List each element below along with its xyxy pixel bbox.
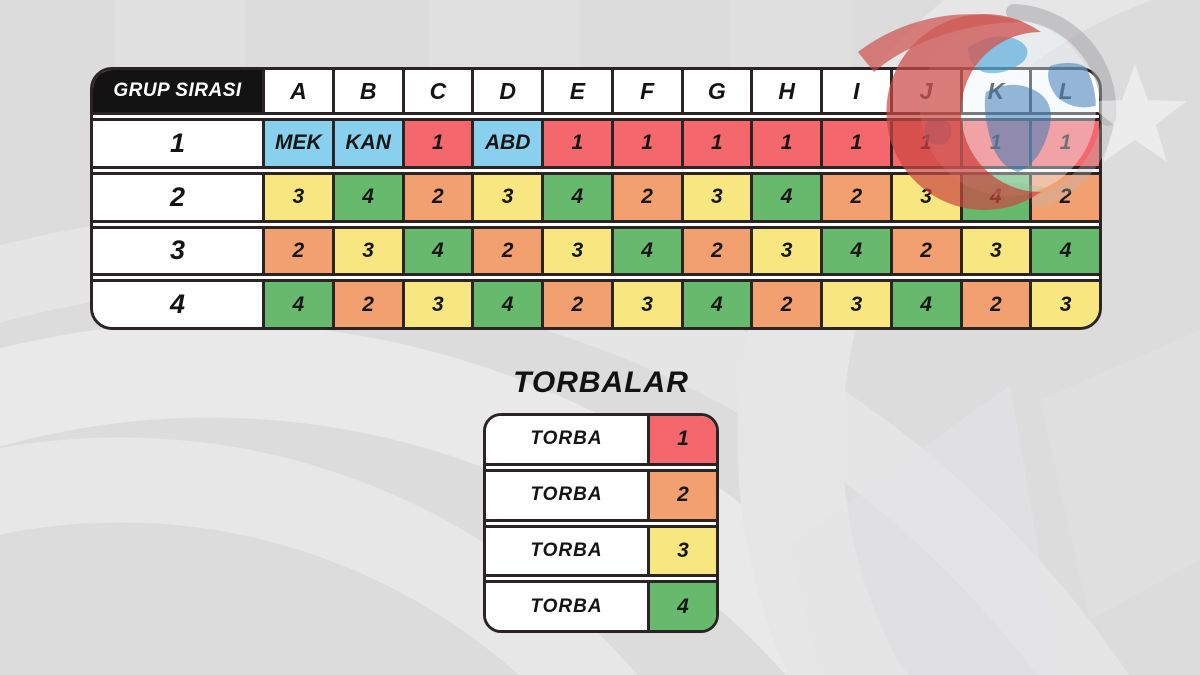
pot-value-cell: 3: [647, 527, 716, 575]
group-cell: 1: [680, 121, 751, 166]
group-cell: 3: [959, 228, 1030, 274]
group-cell: 3: [471, 174, 541, 220]
group-cell: 1: [1029, 121, 1099, 166]
pot-row-2: TORBA 2: [486, 468, 716, 522]
row-label-cell: 4: [93, 282, 262, 327]
group-cell: 4: [610, 228, 681, 274]
group-cell: 4: [959, 174, 1030, 220]
group-cell: 3: [750, 228, 820, 274]
column-header-c: C: [401, 70, 472, 112]
column-header-e: E: [541, 70, 611, 112]
column-header-g: G: [680, 70, 751, 112]
group-cell: 4: [541, 174, 611, 220]
corner-header-cell: GRUP SIRASI: [93, 70, 262, 112]
group-cell: 1: [610, 121, 681, 166]
group-cell: 2: [401, 174, 472, 220]
group-cell: 4: [680, 282, 751, 327]
column-header-k: K: [959, 70, 1030, 112]
table-row-4: 4 4 2 3 4 2 3 4 2 3 4 2 3: [93, 279, 1099, 327]
pot-value-cell: 1: [647, 416, 716, 463]
group-cell: MEK: [262, 121, 332, 166]
group-cell: 3: [331, 228, 402, 274]
pot-row-1: TORBA 1: [486, 416, 716, 466]
group-cell: 1: [541, 121, 611, 166]
group-cell: 2: [610, 174, 681, 220]
column-header-h: H: [750, 70, 820, 112]
table-header-row: GRUP SIRASI A B C D E F G H I J K L: [93, 70, 1099, 115]
group-cell: 3: [401, 282, 472, 327]
group-cell: 1: [959, 121, 1030, 166]
group-cell: 1: [750, 121, 820, 166]
group-cell: 1: [401, 121, 472, 166]
group-cell: 4: [1029, 228, 1099, 274]
group-cell: 3: [820, 282, 890, 327]
group-cell: 4: [401, 228, 472, 274]
group-cell: ABD: [471, 121, 541, 166]
column-header-j: J: [889, 70, 960, 112]
pot-label-cell: TORBA: [486, 527, 647, 575]
group-cell: 2: [331, 282, 402, 327]
pot-row-4: TORBA 4: [486, 580, 716, 630]
group-cell: 3: [610, 282, 681, 327]
column-header-a: A: [262, 70, 332, 112]
group-cell: 2: [541, 282, 611, 327]
group-cell: 4: [471, 282, 541, 327]
group-cell: 2: [680, 228, 751, 274]
group-cell: 4: [331, 174, 402, 220]
group-cell: 4: [262, 282, 332, 327]
column-header-d: D: [471, 70, 541, 112]
pot-row-3: TORBA 3: [486, 524, 716, 578]
row-label-cell: 1: [93, 121, 262, 166]
group-cell: 1: [820, 121, 890, 166]
pot-label-cell: TORBA: [486, 471, 647, 519]
group-cell: 1: [889, 121, 960, 166]
group-cell: 2: [959, 282, 1030, 327]
group-cell: 2: [820, 174, 890, 220]
pot-label-cell: TORBA: [486, 416, 647, 463]
column-header-l: L: [1029, 70, 1099, 112]
pot-label-cell: TORBA: [486, 583, 647, 630]
group-cell: 4: [889, 282, 960, 327]
pots-title: TORBALAR: [513, 366, 689, 399]
column-header-f: F: [610, 70, 681, 112]
row-label-cell: 3: [93, 228, 262, 274]
pot-value-cell: 2: [647, 471, 716, 519]
row-label-cell: 2: [93, 174, 262, 220]
column-header-b: B: [331, 70, 402, 112]
group-cell: 3: [889, 174, 960, 220]
column-header-i: I: [820, 70, 890, 112]
group-cell: 2: [889, 228, 960, 274]
group-order-table: GRUP SIRASI A B C D E F G H I J K L 1 ME…: [90, 67, 1102, 330]
pots-table: TORBA 1 TORBA 2 TORBA 3 TORBA 4: [483, 413, 719, 633]
group-cell: 3: [262, 174, 332, 220]
group-cell: 3: [680, 174, 751, 220]
group-cell: 2: [1029, 174, 1099, 220]
group-cell: 2: [262, 228, 332, 274]
table-row-2: 2 3 4 2 3 4 2 3 4 2 3 4 2: [93, 171, 1099, 223]
pot-value-cell: 4: [647, 583, 716, 630]
group-cell: 2: [471, 228, 541, 274]
group-cell: 3: [541, 228, 611, 274]
group-cell: 3: [1029, 282, 1099, 327]
group-cell: 2: [750, 282, 820, 327]
table-row-3: 3 2 3 4 2 3 4 2 3 4 2 3 4: [93, 225, 1099, 277]
group-cell: 4: [750, 174, 820, 220]
group-cell: 4: [820, 228, 890, 274]
group-cell: KAN: [331, 121, 402, 166]
table-row-1: 1 MEK KAN 1 ABD 1 1 1 1 1 1 1 1: [93, 118, 1099, 169]
